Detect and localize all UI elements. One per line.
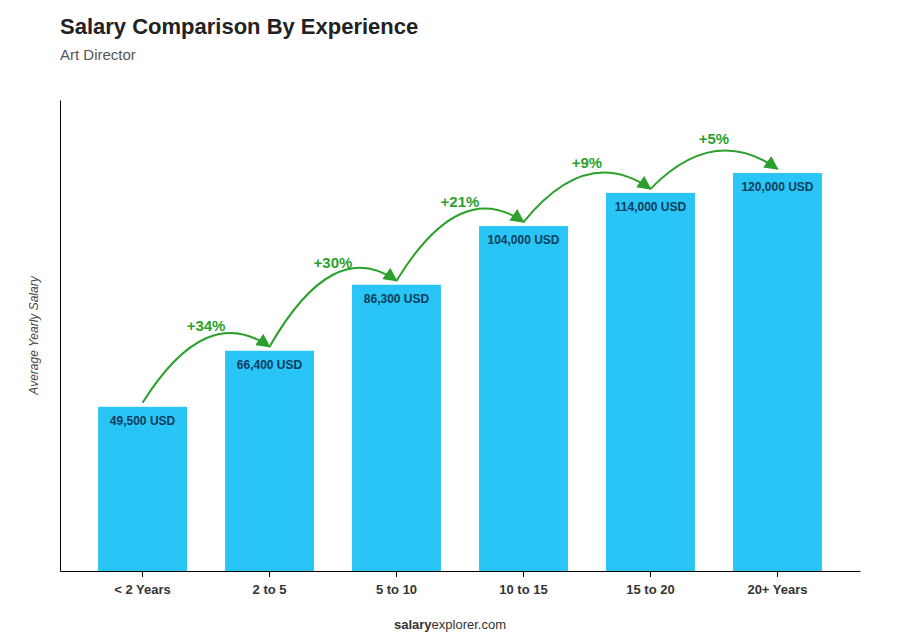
- title: Salary Comparison By Experience: [60, 14, 418, 39]
- data-labels: 49,500 USD 66,400 USD 86,300 USD 104,000 US…: [110, 180, 814, 428]
- x-tick-label: 10 to 15: [499, 582, 547, 597]
- chart: Salary Comparison By Experience Art Direc…: [0, 0, 900, 641]
- plot: < 2 Years 2 to 5 5 to 10 10 to 15 15 to 20 20…: [61, 101, 861, 598]
- change-arrow: [143, 333, 270, 403]
- footer: salaryexplorer.com: [394, 617, 506, 632]
- change-arrow: [270, 268, 397, 347]
- annotations: +34% +30% +21% +9% +5%: [143, 130, 778, 402]
- bar: [606, 193, 695, 571]
- bar: [225, 351, 314, 571]
- x-tick-mark: [777, 571, 778, 577]
- bar: [352, 285, 441, 571]
- change-label: +34%: [187, 317, 226, 334]
- y-axis: [60, 101, 61, 572]
- subtitle: Art Director: [60, 46, 136, 63]
- change-label: +30%: [314, 254, 353, 271]
- x-tick: 10 to 15: [499, 571, 547, 597]
- data-label: 49,500 USD: [110, 414, 176, 428]
- x-tick-mark: [396, 571, 397, 577]
- data-label: 86,300 USD: [364, 292, 430, 306]
- x-tick-label: 2 to 5: [253, 582, 287, 597]
- x-tick: 2 to 5: [253, 571, 287, 597]
- change-arrow: [397, 208, 524, 280]
- x-axis-line: [61, 571, 861, 572]
- data-label: 114,000 USD: [615, 200, 687, 214]
- change-label: +5%: [699, 130, 729, 147]
- x-tick-mark: [269, 571, 270, 577]
- x-tick-mark: [650, 571, 651, 577]
- x-axis: < 2 Years 2 to 5 5 to 10 10 to 15 15 to 20 20…: [61, 571, 861, 597]
- x-tick: < 2 Years: [114, 571, 171, 597]
- bar: [733, 173, 822, 571]
- data-label: 104,000 USD: [487, 233, 559, 247]
- y-axis-title: Average Yearly Salary: [27, 275, 41, 395]
- bars: [98, 173, 822, 571]
- footer-part: explorer.com: [432, 617, 506, 632]
- change-arrow: [523, 172, 650, 222]
- bar: [479, 226, 568, 571]
- bar: [98, 407, 187, 571]
- change-label: +9%: [572, 154, 602, 171]
- x-tick-mark: [142, 571, 143, 577]
- data-label: 66,400 USD: [237, 358, 303, 372]
- x-tick-mark: [523, 571, 524, 577]
- data-label: 120,000 USD: [741, 180, 813, 194]
- x-tick: 20+ Years: [747, 571, 807, 597]
- x-tick-label: 5 to 10: [376, 582, 417, 597]
- x-tick: 15 to 20: [626, 571, 674, 597]
- x-tick-label: < 2 Years: [114, 582, 171, 597]
- x-tick-label: 20+ Years: [747, 582, 807, 597]
- footer-part: salary: [394, 617, 432, 632]
- x-tick: 5 to 10: [376, 571, 417, 597]
- change-label: +21%: [441, 193, 480, 210]
- y-axis-line: [60, 101, 61, 572]
- change-arrow: [650, 151, 777, 189]
- x-tick-label: 15 to 20: [626, 582, 674, 597]
